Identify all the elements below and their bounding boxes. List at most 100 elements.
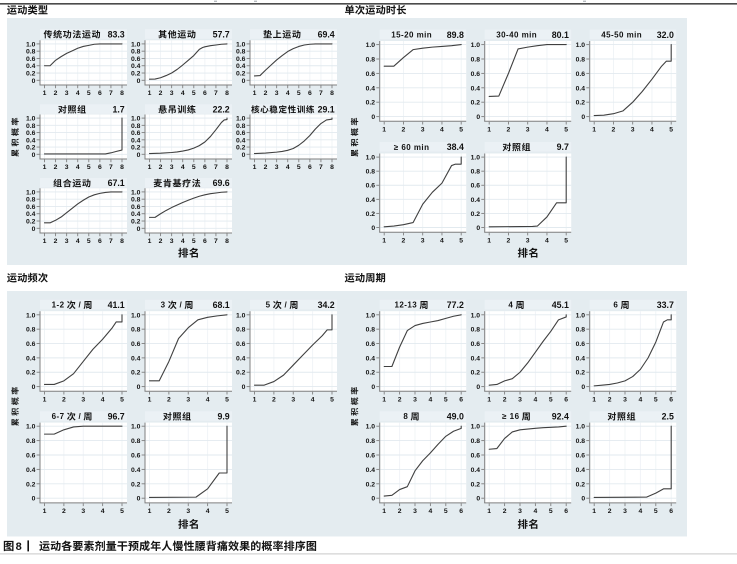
svg-text:5: 5 [120,508,124,515]
svg-text:5: 5 [549,396,553,403]
svg-text:7: 7 [109,238,113,245]
svg-text:4: 4 [545,126,549,133]
svg-text:2: 2 [159,90,163,97]
svg-text:4: 4 [181,90,185,97]
svg-text:0.2: 0.2 [471,370,481,377]
svg-text:0.4: 0.4 [366,197,376,204]
svg-text:5: 5 [549,508,553,515]
svg-text:0.6: 0.6 [131,452,141,459]
svg-text:3: 3 [65,90,69,97]
svg-text:6: 6 [98,238,102,245]
svg-text:0: 0 [32,496,36,503]
svg-text:0.2: 0.2 [131,145,141,152]
svg-text:0.8: 0.8 [471,327,481,334]
svg-text:0.6: 0.6 [366,71,376,78]
svg-text:5: 5 [564,126,568,133]
svg-text:2: 2 [62,508,66,515]
svg-text:1: 1 [148,396,152,403]
svg-text:1: 1 [148,164,152,171]
svg-text:5: 5 [87,238,91,245]
svg-text:0.4: 0.4 [131,63,141,70]
svg-text:1: 1 [148,90,152,97]
svg-text:0.8: 0.8 [471,56,481,63]
svg-text:/: / [177,301,185,310]
svg-text:0.4: 0.4 [26,137,36,144]
svg-text:0.4: 0.4 [26,63,36,70]
svg-text:5: 5 [444,396,448,403]
svg-text:2: 2 [272,396,276,403]
svg-text:1: 1 [253,396,257,403]
svg-text:5: 5 [87,164,91,171]
svg-text:96.7: 96.7 [108,411,125,421]
svg-text:1.0: 1.0 [131,189,141,196]
svg-text:0.2: 0.2 [236,70,246,77]
svg-text:5: 5 [297,90,301,97]
svg-text:4: 4 [440,126,444,133]
svg-text:0.6: 0.6 [366,341,376,348]
svg-text:4: 4 [534,396,538,403]
svg-text:1: 1 [592,396,596,403]
svg-text:5: 5 [669,126,673,133]
svg-text:6: 6 [98,90,102,97]
svg-text:0.8: 0.8 [26,438,36,445]
svg-text:1.0: 1.0 [576,42,586,49]
svg-text:3: 3 [413,508,417,515]
svg-text:4: 4 [181,164,185,171]
svg-text:≥ 16: ≥ 16 [502,412,522,421]
svg-text:6: 6 [459,508,463,515]
svg-text:0.4: 0.4 [471,355,481,362]
svg-text:0.6: 0.6 [131,130,141,137]
svg-text:0.6: 0.6 [576,341,586,348]
svg-text:8: 8 [16,541,22,553]
svg-text:0.6: 0.6 [26,130,36,137]
svg-text:0.2: 0.2 [26,370,36,377]
svg-text:0.4: 0.4 [366,467,376,474]
svg-text:0.8: 0.8 [236,327,246,334]
svg-text:1.0: 1.0 [366,424,376,431]
svg-text:4: 4 [534,508,538,515]
svg-text:0.4: 0.4 [576,355,586,362]
svg-text:4: 4 [429,396,433,403]
svg-text:67.1: 67.1 [108,178,125,188]
svg-text:1.7: 1.7 [112,104,124,114]
svg-text:22.2: 22.2 [213,104,230,114]
svg-text:5: 5 [330,396,334,403]
svg-text:7: 7 [319,164,323,171]
svg-text:1: 1 [382,508,386,515]
svg-text:1.0: 1.0 [471,424,481,431]
svg-text:0.8: 0.8 [26,197,36,204]
svg-text:0.8: 0.8 [131,197,141,204]
svg-text:1.0: 1.0 [471,312,481,319]
svg-text:2: 2 [264,164,268,171]
svg-text:45.1: 45.1 [552,300,569,310]
svg-text:0: 0 [476,496,480,503]
svg-text:5: 5 [192,238,196,245]
svg-text:0.2: 0.2 [471,100,481,107]
svg-text:0.8: 0.8 [366,169,376,176]
svg-text:1.0: 1.0 [576,312,586,319]
svg-text:0.6: 0.6 [26,204,36,211]
svg-text:0: 0 [476,225,480,232]
svg-text:4: 4 [101,396,105,403]
svg-text:3: 3 [421,237,425,244]
svg-text:6: 6 [203,238,207,245]
svg-text:0: 0 [32,78,36,85]
svg-text:3: 3 [170,238,174,245]
svg-text:0: 0 [137,78,141,85]
svg-text:1: 1 [592,508,596,515]
svg-text:9.9: 9.9 [217,411,229,421]
svg-text:3: 3 [623,508,627,515]
svg-text:1.0: 1.0 [366,155,376,162]
svg-text:0.2: 0.2 [131,70,141,77]
svg-text:3: 3 [170,164,174,171]
svg-text:4: 4 [639,508,643,515]
svg-text:1.0: 1.0 [236,41,246,48]
svg-text:0.4: 0.4 [366,85,376,92]
svg-text:38.4: 38.4 [447,142,464,152]
svg-text:0.4: 0.4 [131,137,141,144]
svg-text:3: 3 [275,164,279,171]
svg-text:0.2: 0.2 [131,481,141,488]
svg-text:4: 4 [76,164,80,171]
svg-text:2: 2 [398,508,402,515]
svg-text:0.4: 0.4 [471,85,481,92]
